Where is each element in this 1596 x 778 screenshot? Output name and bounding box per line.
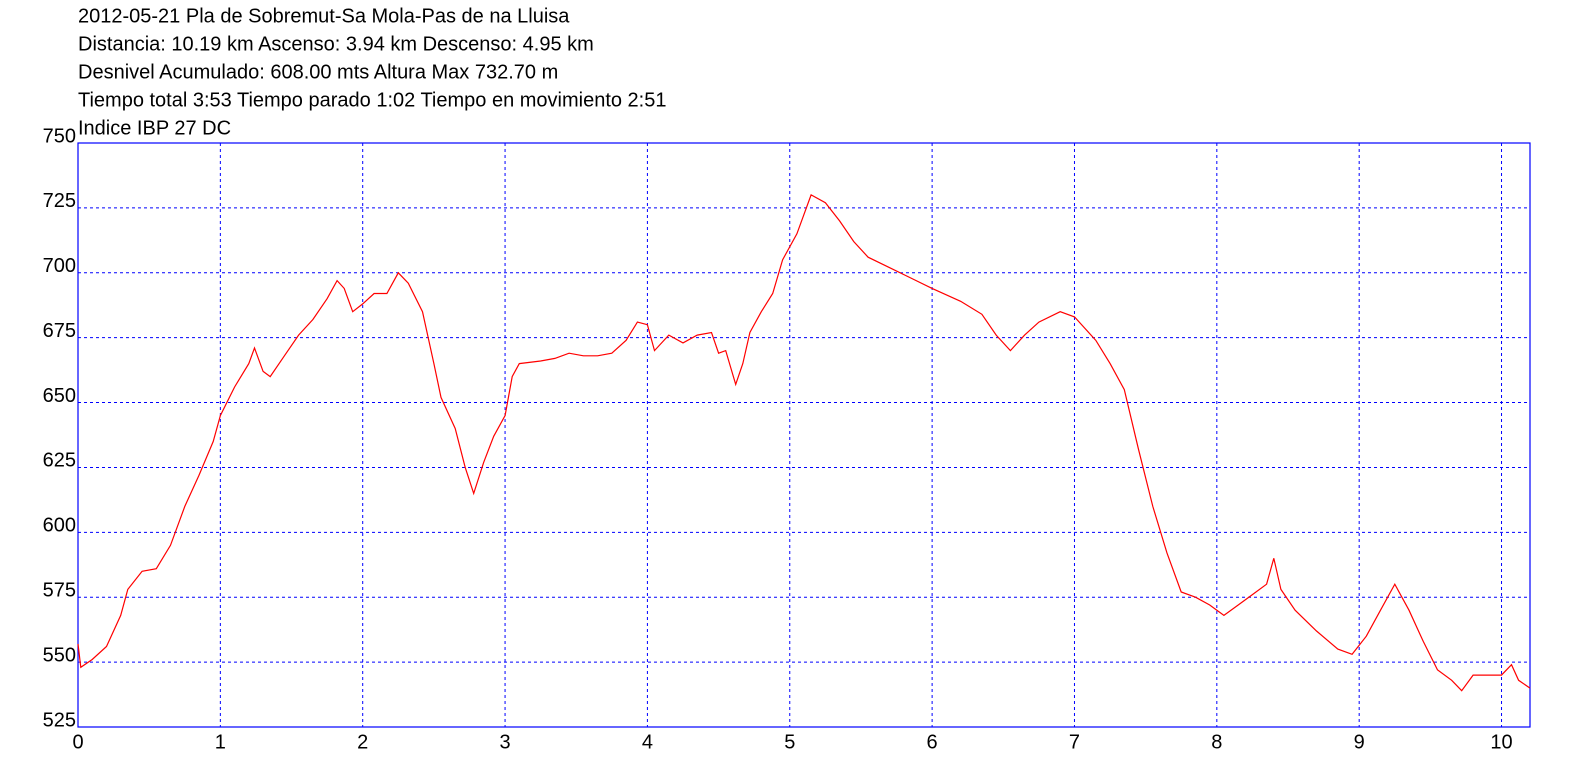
y-tick-label: 650 (43, 385, 76, 407)
x-tick-label: 9 (1354, 731, 1365, 753)
y-tick-label: 725 (43, 190, 76, 212)
y-tick-label: 575 (43, 580, 76, 602)
x-tick-label: 2 (357, 731, 368, 753)
x-tick-label: 4 (642, 731, 653, 753)
subtitle: Desnivel Acumulado: 608.00 mts Altura Ma… (78, 61, 558, 83)
subtitle: Distancia: 10.19 km Ascenso: 3.94 km Des… (78, 33, 594, 55)
x-tick-label: 7 (1069, 731, 1080, 753)
y-tick-label: 750 (43, 125, 76, 147)
chart-title: 2012-05-21 Pla de Sobremut-Sa Mola-Pas d… (78, 5, 570, 27)
subtitle: Indice IBP 27 DC (78, 117, 231, 139)
y-tick-label: 600 (43, 515, 76, 537)
elevation-line (77, 194, 1531, 692)
x-tick-label: 0 (72, 731, 83, 753)
x-tick-label: 5 (784, 731, 795, 753)
x-tick-label: 6 (927, 731, 938, 753)
x-tick-label: 10 (1490, 731, 1512, 753)
y-tick-label: 550 (43, 644, 76, 666)
x-tick-label: 8 (1211, 731, 1222, 753)
plot-frame (77, 142, 1531, 728)
y-tick-label: 700 (43, 255, 76, 277)
y-tick-label: 625 (43, 450, 76, 472)
y-tick-label: 525 (43, 709, 76, 731)
x-tick-label: 3 (499, 731, 510, 753)
subtitle: Tiempo total 3:53 Tiempo parado 1:02 Tie… (78, 89, 667, 111)
x-tick-label: 1 (215, 731, 226, 753)
y-tick-label: 675 (43, 320, 76, 342)
